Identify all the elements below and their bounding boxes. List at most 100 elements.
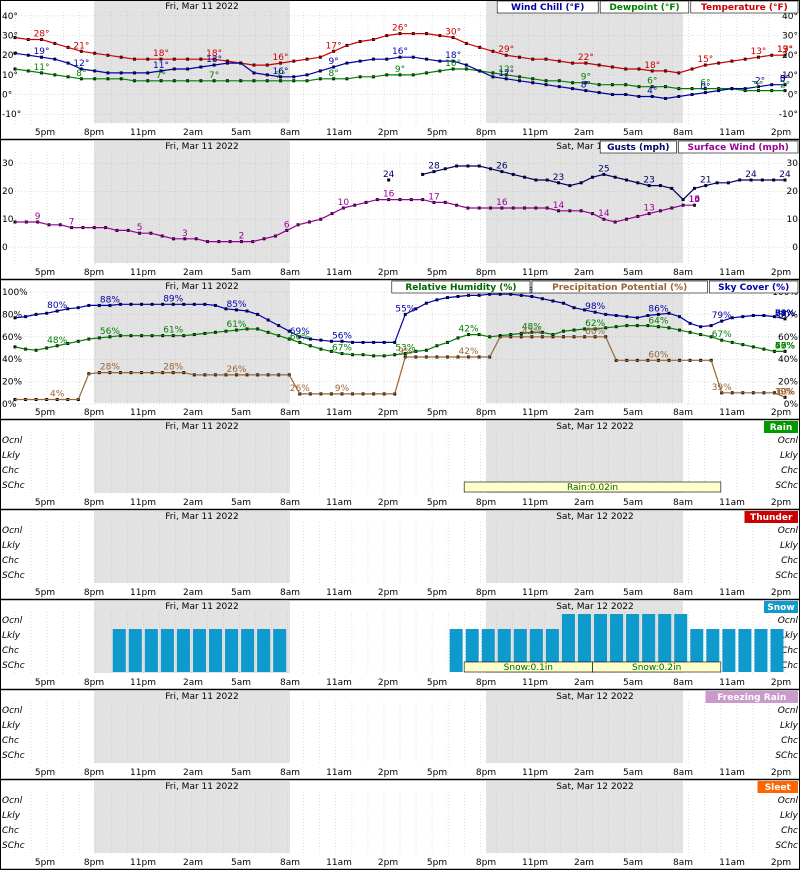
panel-grid-freezing_rain: 5pm 8pm 11pm 2am 5am 8am 11am 2pm 5pm 8pm 11pm 2am 5… <box>0 691 800 781</box>
legend-label: Precipitation Potential (%) <box>552 283 687 293</box>
precip-bar <box>770 629 784 672</box>
y-tick-label-left: -10° <box>2 110 21 120</box>
level-label-left: SChc <box>2 571 25 581</box>
data-label: 53% <box>775 341 795 351</box>
x-tick-label: 2pm <box>771 128 791 138</box>
level-label-right: SChc <box>775 841 798 851</box>
x-tick-label: 2pm <box>378 768 398 778</box>
series-line <box>15 199 695 243</box>
data-label: 11° <box>34 63 50 73</box>
level-label-right: Lkly <box>780 721 799 731</box>
y-tick-label-left: 10 <box>2 215 14 225</box>
x-tick-label: 8am <box>673 588 693 598</box>
night-band <box>94 1 290 123</box>
y-tick-label-right: 20° <box>782 51 798 61</box>
level-label-right: Ocnl <box>778 706 799 716</box>
x-tick-label: 11pm <box>130 128 156 138</box>
x-tick-label: 2am <box>183 268 203 278</box>
precip-bar <box>209 629 223 672</box>
legend-box <box>678 140 799 154</box>
precip-bar <box>722 629 736 672</box>
date-label-day1: Fri, Mar 11 2022 <box>165 692 239 702</box>
data-label: 98% <box>585 302 605 312</box>
series-line <box>14 68 785 92</box>
panel-title-box <box>757 781 798 793</box>
data-label: 69% <box>775 309 795 319</box>
level-label-left: SChc <box>2 751 25 761</box>
data-label: 70% <box>775 341 795 351</box>
series-surface-wind-mph- <box>13 198 696 244</box>
data-label: 42% <box>459 347 479 357</box>
x-tick-label: 2am <box>183 858 203 868</box>
x-tick-label: 8pm <box>84 678 104 688</box>
x-tick-label: 2pm <box>771 588 791 598</box>
legend-box <box>599 140 677 154</box>
panel-title-box <box>764 421 798 433</box>
precip-bar <box>497 629 511 672</box>
level-label-left: Chc <box>2 826 19 836</box>
date-label-day1: Fri, Mar 11 2022 <box>165 782 239 792</box>
data-label: 55% <box>395 304 415 314</box>
precip-bar <box>481 629 495 672</box>
x-tick-label: 5pm <box>427 678 447 688</box>
y-tick-label-right: 80% <box>778 310 798 320</box>
data-label: 5 <box>137 223 143 233</box>
night-band <box>486 511 683 583</box>
level-label-right: Ocnl <box>778 616 799 626</box>
x-tick-label: 8pm <box>84 128 104 138</box>
data-label: 64% <box>648 317 668 327</box>
y-tick-label-left: 40% <box>2 355 22 365</box>
precip-bar <box>754 629 768 672</box>
data-label: 18° <box>206 49 222 59</box>
precip-bar <box>706 629 720 672</box>
data-label: 5° <box>753 81 763 91</box>
x-tick-label: 5am <box>231 128 251 138</box>
data-label: 24 <box>745 170 757 180</box>
x-tick-label: 8am <box>673 678 693 688</box>
panel-title-box <box>764 601 798 613</box>
x-tick-label: 5am <box>623 268 643 278</box>
level-label-right: Lkly <box>780 541 799 551</box>
level-label-left: Lkly <box>2 451 21 461</box>
x-tick-label: 5am <box>231 268 251 278</box>
date-label-day1: Fri, Mar 11 2022 <box>165 282 239 292</box>
data-label: 66% <box>290 332 310 342</box>
x-tick-label: 5pm <box>35 268 55 278</box>
legend-label: Temperature (°F) <box>701 3 788 13</box>
x-tick-label: 11pm <box>130 858 156 868</box>
level-label-left: Chc <box>2 736 19 746</box>
level-label-right: SChc <box>775 571 798 581</box>
x-tick-label: 8am <box>673 768 693 778</box>
data-label: 0° <box>700 83 710 93</box>
panel-title: Freezing Rain <box>717 693 786 703</box>
data-label: 10% <box>775 387 795 397</box>
x-tick-label: 11pm <box>130 768 156 778</box>
night-band <box>486 421 683 493</box>
data-label: 56% <box>332 331 352 341</box>
y-tick-label-left: 40° <box>2 12 18 22</box>
x-tick-label: 8pm <box>476 588 496 598</box>
data-label: 12° <box>498 65 514 75</box>
x-tick-label: 11am <box>719 678 745 688</box>
level-label-left: Ocnl <box>2 436 23 446</box>
x-tick-label: 5am <box>623 768 643 778</box>
x-tick-label: 8am <box>673 408 693 418</box>
x-tick-label: 8pm <box>84 768 104 778</box>
y-tick-label-right: 60% <box>778 333 798 343</box>
data-label: 13° <box>750 47 766 57</box>
data-label: 3 <box>182 229 188 239</box>
precip-bar <box>610 614 624 672</box>
data-label: 11° <box>153 61 169 71</box>
level-label-right: Chc <box>781 466 798 476</box>
series-wind-chill-f- <box>13 51 787 100</box>
data-label: 8° <box>76 69 86 79</box>
x-tick-label: 11am <box>326 678 352 688</box>
level-label-left: SChc <box>2 481 25 491</box>
data-label: 30° <box>445 28 461 38</box>
x-tick-label: 8pm <box>476 858 496 868</box>
data-label: 25 <box>598 164 609 174</box>
level-label-right: Ocnl <box>778 436 799 446</box>
precip-bar-group <box>449 629 559 672</box>
data-label: -2° <box>752 77 765 87</box>
data-label: 29° <box>498 45 514 55</box>
